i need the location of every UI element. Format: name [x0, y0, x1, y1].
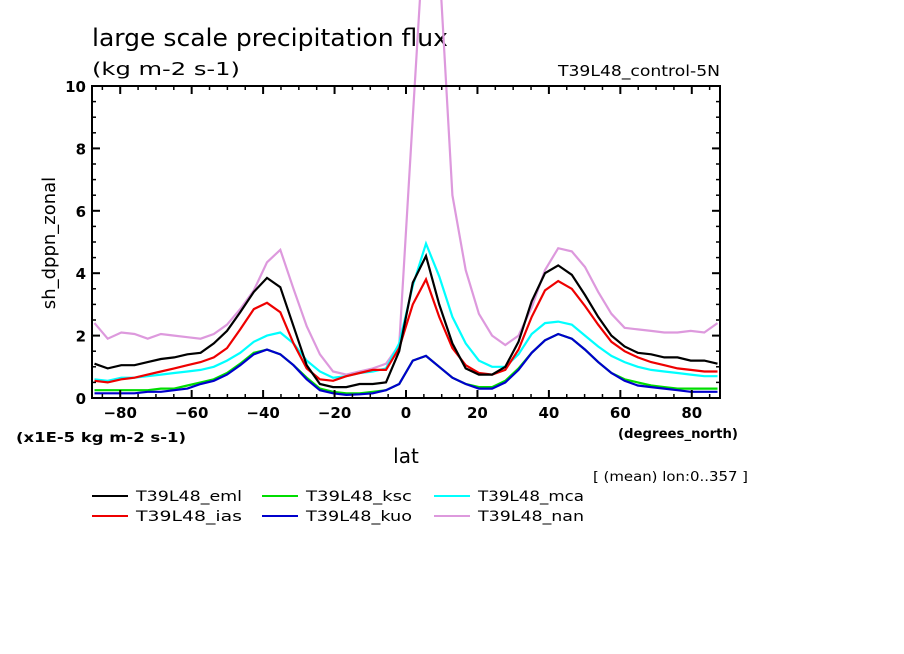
- footnote: [ (mean) lon:0..357 ]: [593, 470, 748, 485]
- x-tick-label: −80: [103, 404, 136, 422]
- y-ticks: 0 2 4 6 8 10: [65, 78, 720, 408]
- series-line-t39l48-kuo: [94, 332, 718, 397]
- legend: T39L48_eml T39L48_ias T39L48_ksc T39L48_kuo…: [92, 489, 584, 525]
- legend-label: T39L48_eml: [135, 489, 242, 505]
- y-scale-note: (x1E-5 kg m-2 s-1): [16, 431, 186, 446]
- x-tick-label: 60: [610, 404, 631, 422]
- x-tick-label: 0: [401, 404, 411, 422]
- series-line-t39l48-ias: [94, 276, 718, 384]
- x-tick-label: 20: [467, 404, 488, 422]
- series-layer: [93, 0, 719, 397]
- y-tick-label: 8: [76, 140, 86, 158]
- x-tick-label: 80: [681, 404, 702, 422]
- experiment-label: T39L48_control-5N: [557, 62, 720, 81]
- x-units-label: (degrees_north): [618, 427, 738, 442]
- x-ticks: −80 −60 −40 −20 0 20 40 60 80: [101, 86, 711, 422]
- y-axis-label: sh_dppn_zonal: [39, 177, 60, 309]
- y-tick-label: 2: [76, 328, 86, 346]
- x-tick-label: −40: [246, 404, 279, 422]
- x-tick-label: 40: [538, 404, 559, 422]
- series-line-t39l48-ksc: [94, 332, 718, 395]
- x-tick-label: −20: [318, 404, 351, 422]
- y-tick-label: 4: [76, 265, 86, 283]
- legend-label: T39L48_ksc: [305, 489, 412, 505]
- x-tick-label: −60: [175, 404, 208, 422]
- legend-label: T39L48_nan: [477, 509, 584, 525]
- chart-title: large scale precipitation flux: [92, 24, 448, 52]
- legend-label: T39L48_ias: [135, 509, 242, 525]
- x-axis-label: lat: [393, 444, 419, 468]
- series-line-t39l48-nan: [93, 0, 719, 376]
- legend-label: T39L48_mca: [477, 489, 584, 505]
- series-line-t39l48-eml: [94, 252, 718, 389]
- legend-label: T39L48_kuo: [305, 509, 412, 525]
- y-tick-label: 10: [65, 78, 86, 96]
- y-tick-label: 0: [76, 390, 86, 408]
- chart-subtitle: (kg m-2 s-1): [92, 59, 240, 80]
- y-tick-label: 6: [76, 203, 86, 221]
